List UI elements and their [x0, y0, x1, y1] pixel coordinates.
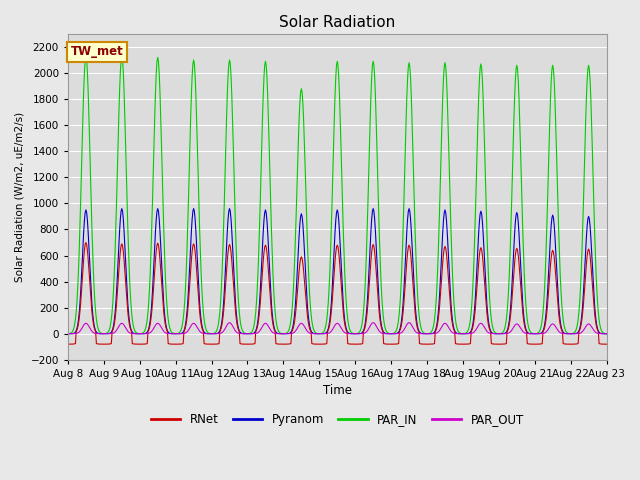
X-axis label: Time: Time	[323, 384, 352, 397]
Y-axis label: Solar Radiation (W/m2, uE/m2/s): Solar Radiation (W/m2, uE/m2/s)	[15, 112, 25, 282]
Title: Solar Radiation: Solar Radiation	[279, 15, 396, 30]
Text: TW_met: TW_met	[70, 45, 124, 58]
Legend: RNet, Pyranom, PAR_IN, PAR_OUT: RNet, Pyranom, PAR_IN, PAR_OUT	[146, 408, 529, 431]
